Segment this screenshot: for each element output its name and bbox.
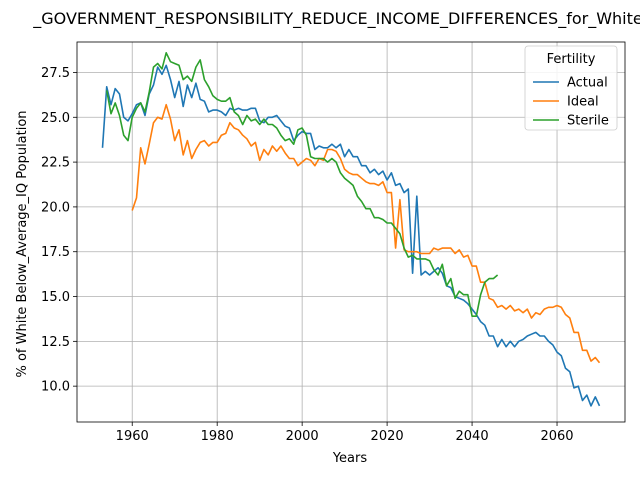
series-line-sterile [105,51,499,318]
y-axis-label: % of White Below_Average_IQ Population [15,110,30,377]
y-tick-label: 20.0 [41,200,70,215]
y-tick-label: 10.0 [41,380,70,395]
x-axis-label: Years [332,451,368,466]
legend: Fertility Actual Ideal Sterile [524,45,618,131]
legend-label-ideal: Ideal [567,95,599,110]
y-tick-label: 15.0 [41,290,70,305]
legend-title: Fertility [547,52,596,67]
series-lines [101,51,601,407]
series-line-actual [101,64,601,407]
legend-box [524,45,618,131]
y-axis: 10.0 12.5 15.0 17.5 20.0 22.5 25.0 27.5 [41,66,77,395]
x-tick-label: 1960 [116,429,149,444]
y-tick-label: 17.5 [41,245,70,260]
x-tick-label: 2060 [540,429,573,444]
series-line-ideal [131,103,601,364]
legend-label-actual: Actual [567,76,608,91]
chart-title: _GOVERNMENT_RESPONSIBILITY_REDUCE_INCOME… [32,9,640,29]
legend-label-sterile: Sterile [567,114,609,129]
x-axis: 1960 1980 2000 2020 2040 2060 [116,422,574,444]
x-tick-label: 1980 [201,429,234,444]
y-tick-label: 25.0 [41,111,70,126]
x-tick-label: 2020 [371,429,404,444]
y-tick-label: 22.5 [41,156,70,171]
x-tick-label: 2040 [456,429,489,444]
plot-area-frame [76,41,626,423]
y-tick-label: 12.5 [41,335,70,350]
x-tick-label: 2000 [286,429,319,444]
y-tick-label: 27.5 [41,66,70,81]
